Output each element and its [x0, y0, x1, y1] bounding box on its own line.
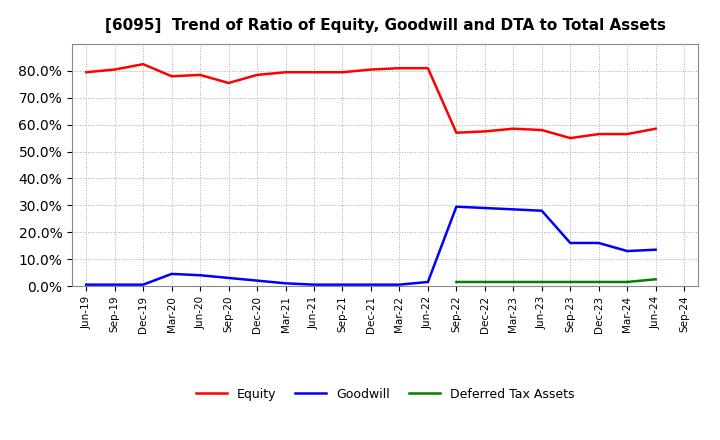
Goodwill	[509, 207, 518, 212]
Equity	[366, 67, 375, 72]
Equity	[452, 130, 461, 136]
Equity	[566, 136, 575, 141]
Goodwill	[310, 282, 318, 287]
Goodwill	[395, 282, 404, 287]
Goodwill	[338, 282, 347, 287]
Equity	[595, 132, 603, 137]
Goodwill	[623, 249, 631, 254]
Goodwill	[110, 282, 119, 287]
Goodwill	[452, 204, 461, 209]
Title: [6095]  Trend of Ratio of Equity, Goodwill and DTA to Total Assets: [6095] Trend of Ratio of Equity, Goodwil…	[104, 18, 666, 33]
Equity	[652, 126, 660, 131]
Equity	[395, 66, 404, 71]
Equity	[623, 132, 631, 137]
Equity	[480, 129, 489, 134]
Goodwill	[167, 271, 176, 277]
Goodwill	[282, 281, 290, 286]
Deferred Tax Assets	[452, 279, 461, 285]
Deferred Tax Assets	[480, 279, 489, 285]
Goodwill	[566, 240, 575, 246]
Equity	[253, 72, 261, 77]
Equity	[82, 70, 91, 75]
Equity	[225, 81, 233, 86]
Deferred Tax Assets	[623, 279, 631, 285]
Goodwill	[652, 247, 660, 253]
Deferred Tax Assets	[595, 279, 603, 285]
Equity	[110, 67, 119, 72]
Goodwill	[225, 275, 233, 281]
Equity	[537, 128, 546, 133]
Equity	[338, 70, 347, 75]
Goodwill	[139, 282, 148, 287]
Equity	[196, 72, 204, 77]
Goodwill	[366, 282, 375, 287]
Equity	[423, 66, 432, 71]
Deferred Tax Assets	[537, 279, 546, 285]
Goodwill	[423, 279, 432, 285]
Equity	[167, 73, 176, 79]
Deferred Tax Assets	[566, 279, 575, 285]
Line: Goodwill: Goodwill	[86, 207, 656, 285]
Line: Deferred Tax Assets: Deferred Tax Assets	[456, 279, 656, 282]
Deferred Tax Assets	[509, 279, 518, 285]
Equity	[139, 62, 148, 67]
Goodwill	[595, 240, 603, 246]
Equity	[509, 126, 518, 131]
Goodwill	[480, 205, 489, 211]
Goodwill	[82, 282, 91, 287]
Equity	[310, 70, 318, 75]
Legend: Equity, Goodwill, Deferred Tax Assets: Equity, Goodwill, Deferred Tax Assets	[191, 383, 580, 406]
Goodwill	[196, 273, 204, 278]
Line: Equity: Equity	[86, 64, 656, 138]
Equity	[282, 70, 290, 75]
Goodwill	[537, 208, 546, 213]
Goodwill	[253, 278, 261, 283]
Deferred Tax Assets	[652, 277, 660, 282]
